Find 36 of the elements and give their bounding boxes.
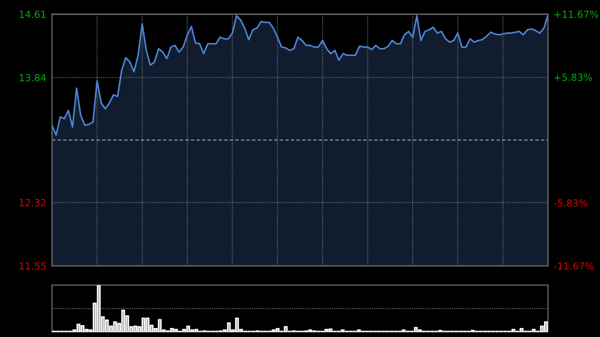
bar — [414, 327, 418, 332]
bar — [142, 318, 146, 332]
bar — [532, 328, 536, 332]
bar — [226, 322, 231, 332]
bar — [84, 328, 88, 332]
bar — [512, 328, 516, 332]
bar — [520, 328, 524, 332]
bar — [170, 328, 174, 332]
bar — [540, 326, 544, 332]
bar — [174, 328, 178, 332]
bar — [235, 318, 239, 332]
y2-tick-label: -11.67% — [554, 262, 594, 270]
bar — [113, 321, 117, 332]
y2-tick-label: +11.67% — [554, 10, 598, 18]
bar — [276, 328, 280, 332]
y2-tick-label: +5.83% — [554, 74, 592, 81]
bar — [186, 326, 190, 332]
bar — [96, 285, 101, 332]
bar — [328, 328, 332, 332]
y-tick-label: 11.55 — [20, 262, 46, 270]
y-tick-label: 12.32 — [20, 199, 46, 206]
bar — [158, 319, 162, 332]
bar — [121, 310, 126, 332]
bar — [146, 318, 150, 332]
bar — [133, 326, 138, 332]
bar — [284, 326, 288, 332]
bar — [194, 328, 198, 332]
bar — [182, 328, 186, 332]
y2-tick-label: -5.83% — [554, 199, 588, 207]
bar — [104, 320, 109, 332]
bar — [544, 321, 548, 332]
y-tick-label: 14.61 — [20, 10, 46, 18]
y-tick-label: 13.84 — [20, 74, 46, 82]
bar — [80, 325, 84, 332]
bar — [76, 324, 80, 332]
bar — [324, 328, 328, 332]
